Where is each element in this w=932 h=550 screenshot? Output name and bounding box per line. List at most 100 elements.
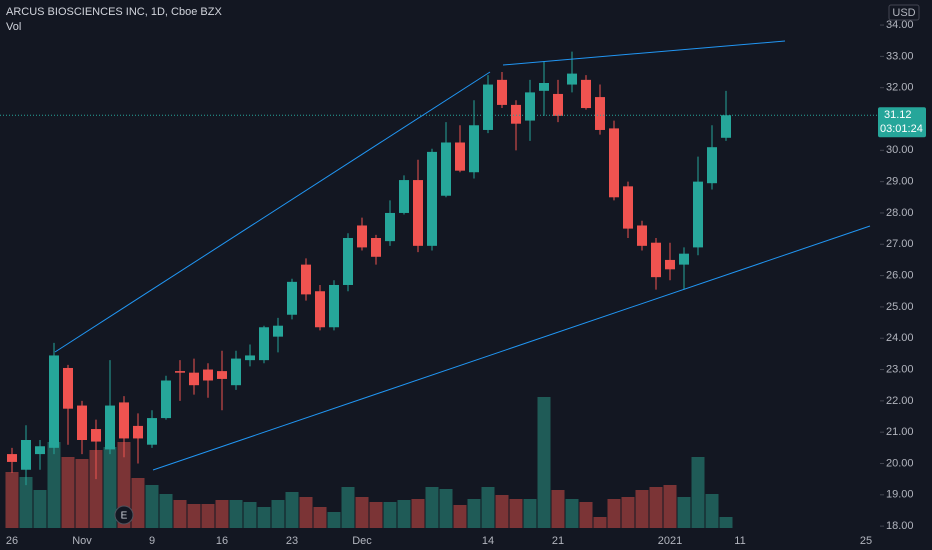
y-tick-label: 25.00 [886, 301, 914, 313]
candle-body [581, 79, 591, 109]
candle-body [427, 151, 437, 246]
x-tick-label: 14 [482, 535, 494, 547]
x-tick-label: 21 [552, 535, 564, 547]
volume-bar [243, 502, 257, 528]
volume-bar [327, 512, 341, 528]
candle-body [721, 115, 731, 138]
candle-body [287, 281, 297, 315]
volume-bar [271, 500, 285, 528]
candle-body [273, 325, 283, 337]
volume-bar [355, 497, 369, 528]
volume-bar [579, 502, 593, 528]
volume-bar [467, 499, 481, 528]
candle-body [63, 367, 73, 409]
volume-label: Vol [6, 21, 21, 33]
x-tick-label: Nov [72, 535, 92, 547]
volume-bar [453, 505, 467, 528]
volume-bar [47, 442, 61, 528]
volume-bar [19, 477, 33, 528]
candle-body [77, 405, 87, 440]
candle-body [539, 82, 549, 91]
candle-body [553, 93, 563, 116]
y-tick-label: 23.00 [886, 363, 914, 375]
candle-body [245, 355, 255, 361]
candle-body [91, 429, 101, 442]
candle-body [609, 128, 619, 198]
price-axis: 18.00 19.00 20.00 21.00 22.00 23.00 24.00 25.00… [6, 19, 926, 547]
candle-body [175, 371, 185, 373]
candle-body [441, 142, 451, 196]
candle-body [343, 238, 353, 285]
candle-body [105, 405, 115, 450]
candle-body [385, 212, 395, 242]
volume-bar [61, 457, 75, 528]
candle-body [651, 242, 661, 278]
candle-body [665, 259, 675, 270]
candle-body [511, 104, 521, 124]
y-tick-label: 29.00 [886, 176, 914, 188]
volume-bar [607, 499, 621, 528]
candle-body [525, 92, 535, 121]
volume-bar [103, 447, 117, 528]
candle-body [483, 84, 493, 130]
candle-body [133, 425, 143, 439]
event-marker [114, 505, 134, 525]
y-tick-label: 28.00 [886, 207, 914, 219]
volume-bar [691, 457, 705, 528]
x-tick-label: 2021 [658, 535, 682, 547]
candle-body [119, 402, 129, 439]
volume-bar [215, 500, 229, 528]
volume-bar [229, 500, 243, 528]
y-tick-label: 33.00 [886, 50, 914, 62]
candle-body [399, 180, 409, 213]
trend-line [54, 71, 491, 353]
candle-body [7, 454, 17, 462]
candle-body [21, 440, 31, 470]
candle-body [469, 125, 479, 173]
volume-bar [551, 490, 565, 528]
y-tick-label: 19.00 [886, 489, 914, 501]
candle-body [329, 284, 339, 328]
x-tick-label: 16 [216, 535, 228, 547]
trend-line [502, 40, 786, 66]
volume-bar [383, 502, 397, 528]
volume-bar [257, 507, 271, 528]
volume-bar [285, 492, 299, 528]
currency-box[interactable] [888, 4, 920, 21]
y-tick-label: 22.00 [886, 395, 914, 407]
candle-body [497, 79, 507, 105]
volume-bar [187, 504, 201, 528]
y-tick-label: 32.00 [886, 82, 914, 94]
volume-bar [495, 495, 509, 528]
y-tick-label: 21.00 [886, 426, 914, 438]
x-tick-label: Dec [352, 535, 372, 547]
y-tick-label: 34.00 [886, 19, 914, 31]
candle-body [161, 380, 171, 419]
volume-bar [509, 499, 523, 528]
y-tick-label: 20.00 [886, 457, 914, 469]
countdown-label: 03:01:24 [880, 123, 923, 135]
volume-bar [397, 500, 411, 528]
candle-body [637, 225, 647, 246]
y-tick-label: 18.00 [886, 520, 914, 532]
x-tick-label: 23 [286, 535, 298, 547]
candle-body [315, 291, 325, 328]
y-tick-label: 30.00 [886, 144, 914, 156]
volume-bar [313, 507, 327, 528]
candle-body [203, 369, 213, 381]
y-tick-label: 27.00 [886, 238, 914, 250]
candle-body [371, 238, 381, 257]
candle-body [693, 181, 703, 248]
currency[interactable]: USD [892, 7, 915, 19]
volume-bar [89, 450, 103, 528]
candle-body [623, 186, 633, 229]
volume-bar [481, 487, 495, 528]
volume-bar [131, 478, 145, 528]
volume-bar [341, 487, 355, 528]
volume-bar [425, 487, 439, 528]
candle-body [413, 180, 423, 246]
chart-title: ARCUS BIOSCIENCES INC, 1D, Cboe BZX [6, 6, 222, 18]
last-price-box [878, 107, 926, 138]
